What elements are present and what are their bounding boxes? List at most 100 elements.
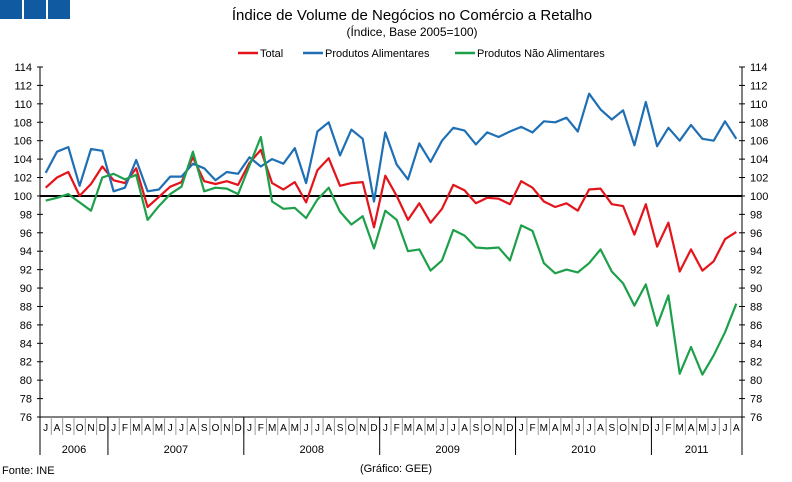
month-label: N [359,423,366,434]
month-label: J [304,423,309,434]
year-label: 2007 [164,444,188,456]
y-tick-label: 112 [14,80,32,92]
month-label: A [325,423,332,434]
credit-label: (Gráfico: GEE) [360,463,432,475]
y-tick-label: 90 [20,283,32,295]
month-label: J [587,423,592,434]
month-label: S [608,423,615,434]
series-line-produtos-não-alimentares [45,135,738,376]
month-label: F [394,423,400,434]
y-tick-label: 88 [20,301,32,313]
month-label: N [495,423,502,434]
month-label: F [529,423,535,434]
y-tick-label: 82 [20,357,32,369]
y-tick-label: 78 [750,394,762,406]
month-label: A [597,423,604,434]
month-label: M [676,423,684,434]
month-label: J [168,423,173,434]
year-label: 2006 [62,444,86,456]
month-label: A [416,423,423,434]
month-label: N [87,423,94,434]
y-tick-label: 94 [750,246,762,258]
y-tick-label: 106 [14,136,32,148]
month-label: J [179,423,184,434]
y-tick-label: 108 [14,117,32,129]
y-tick-label: 86 [750,320,762,332]
y-tick-label: 90 [750,283,762,295]
legend-label: Produtos Não Alimentares [477,48,605,60]
month-label: J [111,423,116,434]
y-tick-label: 100 [750,191,768,203]
month-label: J [575,423,580,434]
month-label: A [144,423,151,434]
y-tick-label: 114 [750,62,768,74]
month-label: A [688,423,695,434]
y-tick-label: 86 [20,320,32,332]
month-label: M [155,423,163,434]
y-tick-label: 96 [20,228,32,240]
chart-subtitle: (Índice, Base 2005=100) [346,24,477,39]
y-tick-label: 102 [750,173,768,185]
y-tick-label: 84 [750,338,762,350]
y-tick-label: 76 [750,412,762,424]
month-label: O [483,423,491,434]
month-label: D [370,423,377,434]
y-tick-label: 82 [750,357,762,369]
y-tick-label: 100 [14,191,32,203]
month-label: O [76,423,84,434]
month-label: J [383,423,388,434]
y-tick-label: 110 [750,99,768,111]
y-tick-label: 92 [750,265,762,277]
y-tick-label: 80 [20,375,32,387]
year-label: 2009 [435,444,459,456]
chart-title: Índice de Volume de Negócios no Comércio… [232,7,592,24]
month-label: N [223,423,230,434]
y-tick-label: 110 [14,99,32,111]
month-label: J [711,423,716,434]
legend-label: Produtos Alimentares [325,48,430,60]
month-label: D [506,423,513,434]
year-label: 2011 [685,444,709,456]
series-lines [44,92,738,376]
month-label: J [315,423,320,434]
month-label: O [619,423,627,434]
y-tick-label: 102 [14,173,32,185]
month-label: J [519,423,524,434]
month-label: D [99,423,106,434]
month-label: J [439,423,444,434]
month-label: S [65,423,72,434]
legend-label: Total [260,48,283,60]
y-tick-label: 104 [750,154,768,166]
month-label: M [562,423,570,434]
y-tick-label: 84 [20,338,32,350]
month-label: A [461,423,468,434]
month-label: A [733,423,740,434]
month-label: F [258,423,264,434]
y-tick-label: 112 [750,80,768,92]
y-tick-label: 104 [14,154,32,166]
month-label: A [54,423,61,434]
month-label: N [631,423,638,434]
month-label: O [212,423,220,434]
month-label: M [540,423,548,434]
series-line-total [44,148,737,273]
logo-block [48,0,70,19]
month-label: D [642,423,649,434]
year-label: 2008 [299,444,323,456]
month-label: A [552,423,559,434]
month-label: M [132,423,140,434]
month-label: J [451,423,456,434]
y-tick-label: 96 [750,228,762,240]
source-label: Fonte: INE [2,465,55,477]
month-label: J [655,423,660,434]
y-tick-label: 106 [750,136,768,148]
series-line-produtos-alimentares [44,92,738,203]
month-label: M [268,423,276,434]
logo-block [24,0,46,19]
y-tick-label: 98 [750,209,762,221]
y-tick-label: 98 [20,209,32,221]
y-tick-label: 76 [20,412,32,424]
y-tick-label: 80 [750,375,762,387]
